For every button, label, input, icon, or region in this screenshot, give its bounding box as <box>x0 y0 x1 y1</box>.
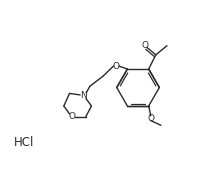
Text: O: O <box>146 114 154 123</box>
Text: O: O <box>68 112 75 121</box>
Text: O: O <box>112 62 119 71</box>
Text: N: N <box>80 91 87 100</box>
Text: HCl: HCl <box>14 136 34 149</box>
Text: O: O <box>140 41 147 50</box>
